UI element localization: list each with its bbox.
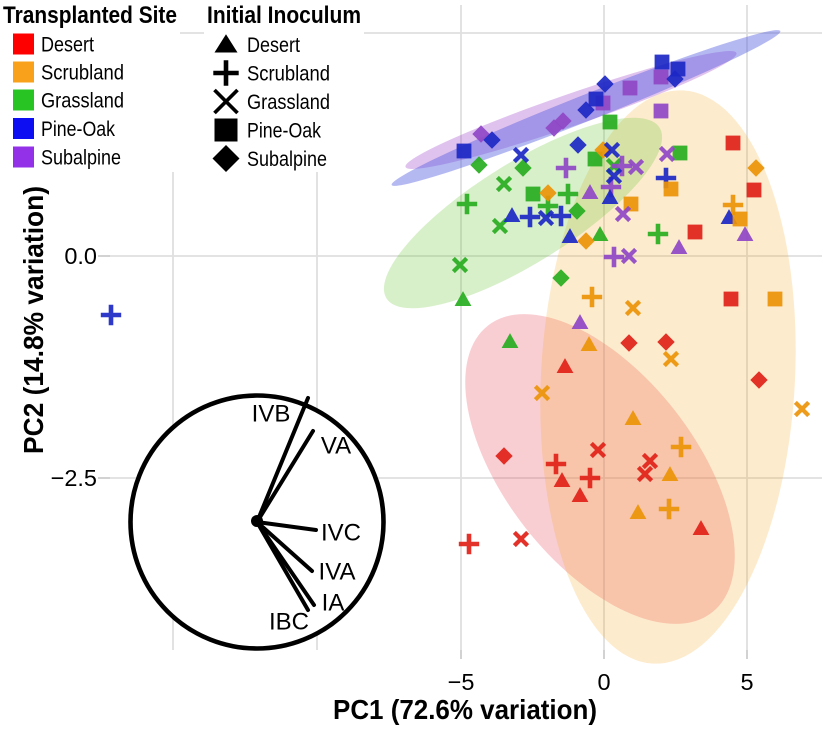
svg-text:IBC: IBC bbox=[269, 609, 309, 636]
svg-text:PC2 (14.8% variation): PC2 (14.8% variation) bbox=[18, 186, 49, 454]
svg-text:Pine-Oak: Pine-Oak bbox=[41, 118, 115, 141]
svg-text:0: 0 bbox=[597, 669, 610, 695]
svg-text:Desert: Desert bbox=[41, 34, 94, 57]
svg-text:Grassland: Grassland bbox=[41, 90, 124, 113]
svg-text:0.0: 0.0 bbox=[64, 243, 97, 269]
svg-text:−5: −5 bbox=[448, 669, 475, 695]
svg-text:5: 5 bbox=[740, 669, 753, 695]
svg-text:−2.5: −2.5 bbox=[51, 465, 97, 491]
svg-text:Scrubland: Scrubland bbox=[41, 62, 124, 85]
svg-text:Pine-Oak: Pine-Oak bbox=[247, 120, 321, 143]
svg-text:VA: VA bbox=[321, 433, 351, 460]
svg-text:Subalpine: Subalpine bbox=[247, 148, 327, 171]
svg-text:IVA: IVA bbox=[319, 559, 356, 586]
svg-text:Scrubland: Scrubland bbox=[247, 63, 330, 86]
svg-text:Grassland: Grassland bbox=[247, 91, 330, 114]
svg-text:Transplanted Site: Transplanted Site bbox=[3, 2, 177, 29]
svg-text:IVC: IVC bbox=[321, 520, 361, 547]
svg-text:IA: IA bbox=[322, 590, 345, 617]
svg-text:PC1 (72.6% variation): PC1 (72.6% variation) bbox=[333, 694, 597, 725]
svg-text:Subalpine: Subalpine bbox=[41, 147, 121, 170]
svg-text:Desert: Desert bbox=[247, 34, 300, 57]
svg-text:IVB: IVB bbox=[252, 401, 291, 428]
svg-text:Initial Inoculum: Initial Inoculum bbox=[207, 2, 361, 29]
